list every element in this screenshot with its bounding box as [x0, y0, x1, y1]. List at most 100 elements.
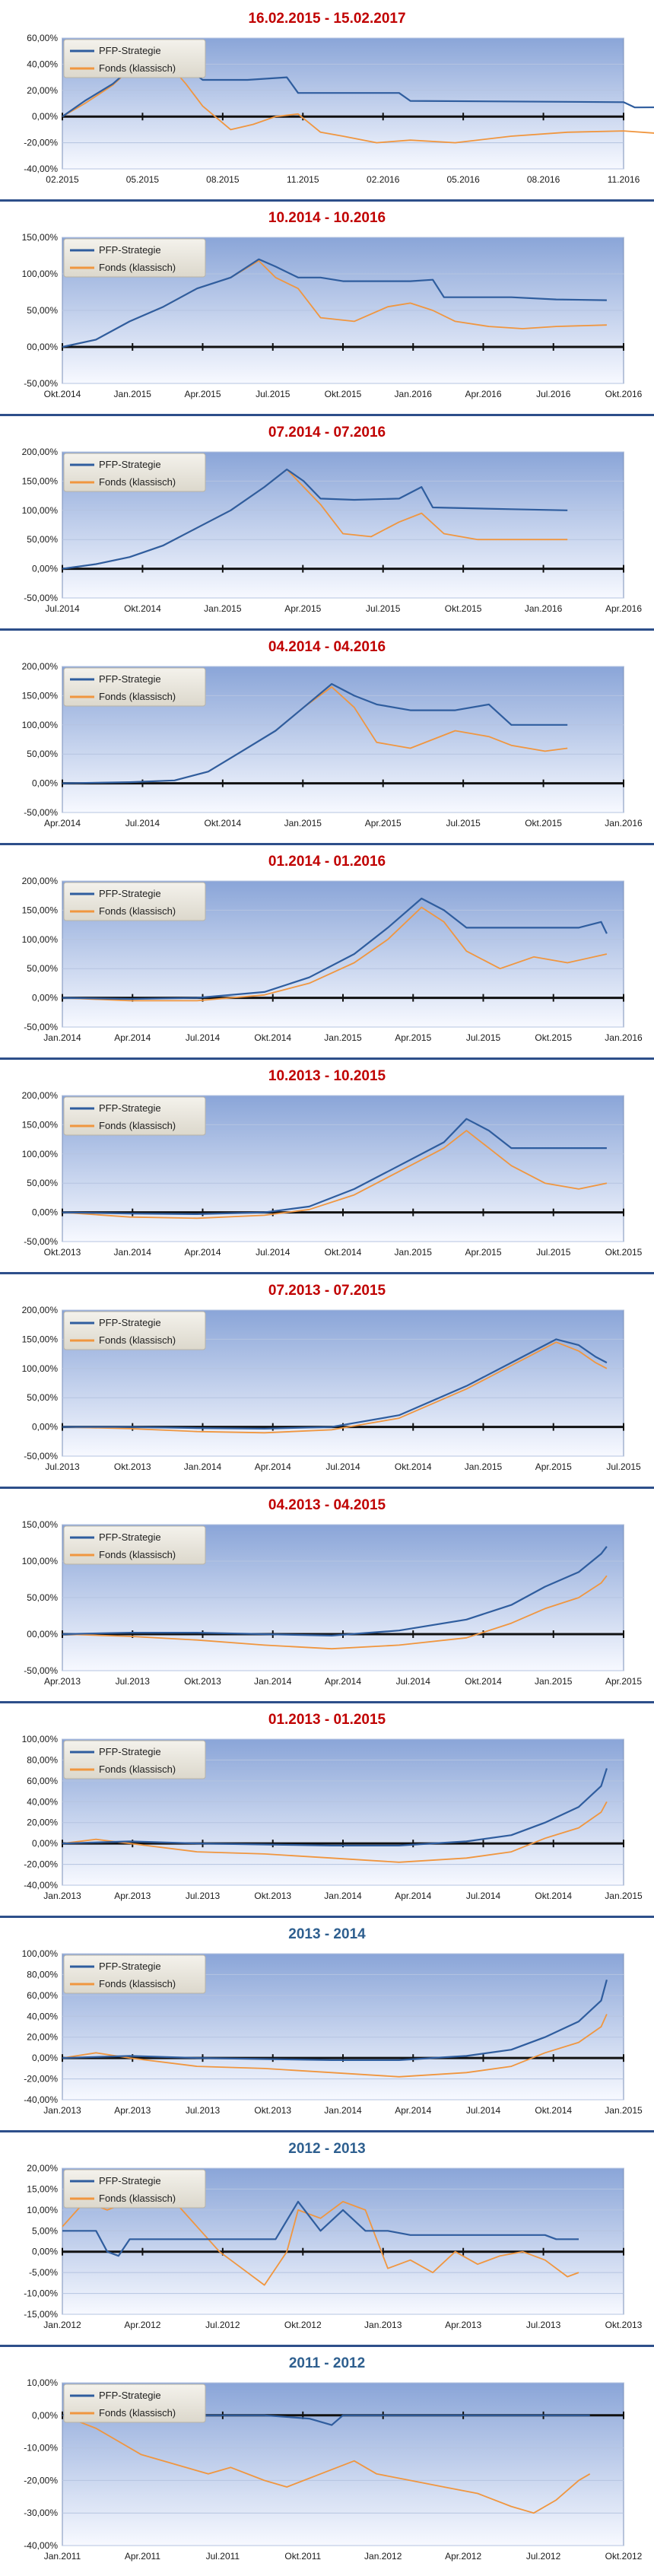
y-tick-label: -50,00% — [24, 378, 58, 389]
x-tick-label: Okt.2011 — [284, 2551, 321, 2562]
series-line-fonds — [62, 1575, 608, 1650]
x-tick-label: Jul.2015 — [256, 389, 290, 399]
legend-label: PFP-Strategie — [99, 1102, 161, 1114]
chart-block: 10.2014 - 10.2016 150,00% 100,00% 50,00% 00,… — [0, 199, 654, 414]
x-tick-label: Jul.2013 — [186, 2105, 221, 2116]
legend — [63, 882, 206, 921]
chart-block: 2013 - 2014 100,00% 80,00% 60,00% 40,00% 20,0… — [0, 1916, 654, 2130]
x-tick-label: Okt.2015 — [325, 389, 362, 399]
y-tick-label: 150,00% — [22, 1119, 59, 1130]
chart-title: 2011 - 2012 — [289, 2355, 365, 2371]
x-tick-label: Okt.2013 — [44, 1247, 81, 1258]
y-tick-label: 0,00% — [32, 2247, 58, 2257]
y-tick-label: 5,00% — [32, 2225, 58, 2236]
chart-title: 04.2013 - 04.2015 — [268, 1497, 386, 1513]
x-tick-label: Okt.2013 — [254, 1891, 291, 1901]
x-tick-label: Apr.2016 — [465, 389, 501, 399]
x-tick-label: Jul.2014 — [466, 2105, 501, 2116]
x-tick-label: Apr.2015 — [395, 1032, 431, 1043]
legend-label: Fonds (klassisch) — [99, 905, 176, 917]
section-divider — [0, 1701, 654, 1703]
legend-label: Fonds (klassisch) — [99, 1120, 176, 1131]
y-tick-label: 20,00% — [27, 2032, 58, 2043]
y-tick-label: 100,00% — [22, 1948, 59, 1959]
y-tick-label: 50,00% — [27, 1392, 58, 1403]
y-tick-label: -20,00% — [24, 2074, 58, 2085]
legend-label: Fonds (klassisch) — [99, 476, 176, 488]
x-tick-label: Jan.2015 — [465, 1461, 503, 1472]
y-tick-label: 20,00% — [27, 85, 58, 96]
y-tick-label: -15,00% — [24, 2309, 58, 2320]
chart-block: 10.2013 - 10.2015 200,00% 150,00% 100,00% 50… — [0, 1057, 654, 1272]
y-tick-label: 50,00% — [27, 1592, 58, 1603]
section-divider — [0, 628, 654, 631]
series-line-fonds — [62, 2414, 591, 2514]
x-tick-label: Apr.2014 — [44, 818, 81, 828]
y-tick-label: -10,00% — [24, 2443, 58, 2454]
legend-label: PFP-Strategie — [99, 2390, 161, 2401]
legend-label: PFP-Strategie — [99, 244, 161, 256]
x-tick-label: 05.2015 — [126, 174, 160, 185]
y-tick-label: 0,00% — [32, 778, 58, 789]
chart-block: 2011 - 2012 10,00% 0,00% -10,00% -20,00% -30,… — [0, 2345, 654, 2576]
chart-title: 16.02.2015 - 15.02.2017 — [248, 11, 405, 27]
y-tick-label: 0,00% — [32, 111, 58, 122]
x-tick-label: Jul.2014 — [256, 1247, 290, 1258]
x-tick-label: Jan.2015 — [204, 603, 242, 614]
x-tick-label: Jan.2014 — [324, 1891, 362, 1901]
y-tick-label: 15,00% — [27, 2183, 58, 2194]
x-tick-label: Jan.2013 — [43, 1891, 81, 1901]
legend-label: Fonds (klassisch) — [99, 1978, 176, 1989]
x-tick-label: Jan.2015 — [395, 1247, 433, 1258]
x-tick-label: Jan.2012 — [43, 2320, 81, 2330]
x-tick-label: Okt.2015 — [605, 1247, 643, 1258]
legend-label: Fonds (klassisch) — [99, 2407, 176, 2419]
y-tick-label: 60,00% — [27, 1776, 58, 1786]
x-tick-label: Jul.2016 — [536, 389, 571, 399]
legend-label: PFP-Strategie — [99, 888, 161, 899]
line-chart: 07.2013 - 07.2015 200,00% 150,00% 100,00% 50… — [0, 1272, 654, 1472]
x-tick-label: 02.2016 — [367, 174, 400, 185]
x-tick-label: Jan.2014 — [43, 1032, 81, 1043]
x-tick-label: Jul.2014 — [45, 603, 80, 614]
x-tick-label: Okt.2016 — [605, 389, 643, 399]
series-line-pfp-strategie — [62, 2200, 579, 2257]
line-chart: 10.2013 - 10.2015 200,00% 150,00% 100,00% 50… — [0, 1057, 654, 1258]
x-tick-label: Okt.2014 — [325, 1247, 362, 1258]
line-chart: 16.02.2015 - 15.02.2017 60,00% 40,00% 20,00… — [24, 11, 654, 185]
line-chart: 2013 - 2014 100,00% 80,00% 60,00% 40,00% 20,0… — [0, 1916, 654, 2116]
section-divider — [0, 1057, 654, 1060]
chart-title: 2013 - 2014 — [288, 1926, 366, 1942]
chart-title: 01.2014 - 01.2016 — [268, 854, 386, 870]
y-tick-label: 0,00% — [32, 2053, 58, 2063]
y-tick-label: 0,00% — [32, 2410, 58, 2421]
x-tick-label: Apr.2015 — [365, 818, 402, 828]
series-line-pfp-strategie — [62, 258, 607, 348]
x-tick-label: Jul.2015 — [466, 1032, 501, 1043]
x-tick-label: Apr.2011 — [125, 2551, 160, 2562]
x-tick-label: 05.2016 — [446, 174, 480, 185]
x-tick-label: Jul.2015 — [536, 1247, 571, 1258]
chart-block: 07.2014 - 07.2016 200,00% 150,00% 100,00% 50… — [0, 414, 654, 628]
y-tick-label: 40,00% — [27, 1796, 58, 1807]
y-tick-label: -50,00% — [24, 593, 58, 603]
y-tick-label: 200,00% — [22, 661, 59, 672]
x-tick-label: Okt.2014 — [124, 603, 161, 614]
x-tick-label: Jan.2012 — [364, 2551, 402, 2562]
x-tick-label: 08.2016 — [527, 174, 560, 185]
x-tick-label: Jan.2015 — [605, 2105, 643, 2116]
x-tick-label: Okt.2014 — [205, 818, 242, 828]
series-line-pfp-strategie — [62, 1546, 608, 1636]
x-tick-label: Jan.2014 — [184, 1461, 222, 1472]
x-tick-label: Jan.2015 — [535, 1676, 573, 1687]
y-tick-label: -20,00% — [24, 1859, 58, 1870]
x-tick-label: Jul.2012 — [205, 2320, 240, 2330]
series-line-fonds — [62, 906, 608, 1002]
legend — [63, 453, 206, 492]
line-chart: 2012 - 2013 20,00% 15,00% 10,00% 5,00% 0,00% -… — [0, 2130, 654, 2330]
x-tick-label: Jul.2014 — [466, 1891, 501, 1901]
legend-label: Fonds (klassisch) — [99, 2193, 176, 2204]
legend-label: Fonds (klassisch) — [99, 1763, 176, 1775]
x-tick-label: Apr.2015 — [465, 1247, 501, 1258]
